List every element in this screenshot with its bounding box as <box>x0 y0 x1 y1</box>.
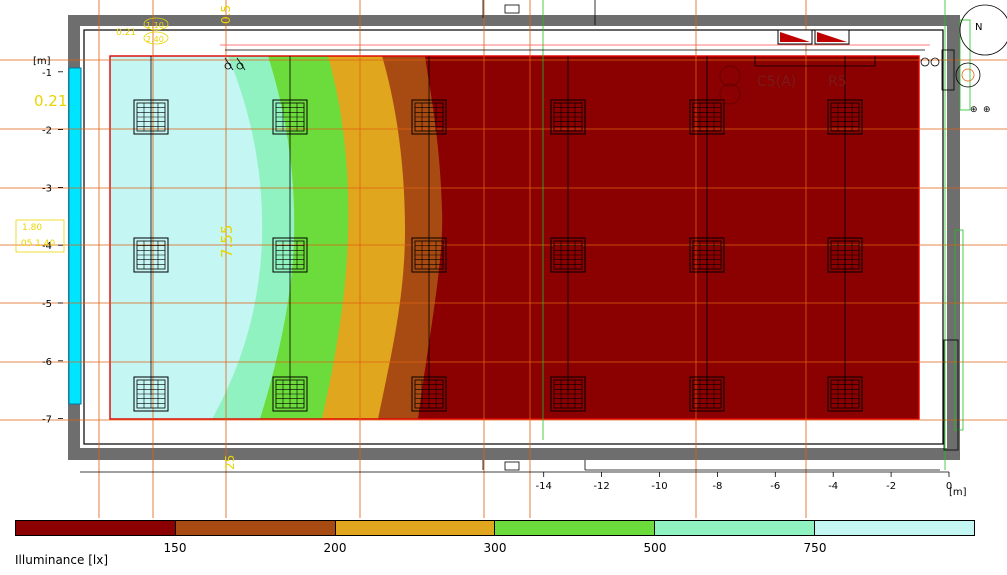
luminaire-grid <box>133 99 863 412</box>
top-markers <box>482 0 940 471</box>
y-tick-label: -4 <box>42 241 52 252</box>
x-tick-label: 0 <box>946 481 952 492</box>
luminaire <box>550 237 586 273</box>
luminaire <box>411 237 447 273</box>
small-label-c: 2.40 <box>146 35 164 44</box>
right-equipment <box>920 4 1007 451</box>
legend-band <box>495 521 656 535</box>
legend-band <box>16 521 176 535</box>
x-axis-unit: [m] <box>949 487 967 498</box>
x-tick-label: -10 <box>651 481 667 492</box>
distribution-boxes <box>719 29 876 105</box>
legend-tick-label: 150 <box>163 541 187 555</box>
luminaire <box>133 376 169 412</box>
legend-tick-label: 500 <box>643 541 667 555</box>
luminaire <box>827 376 863 412</box>
x-tick-label: -12 <box>593 481 609 492</box>
illuminance-legend <box>15 520 975 536</box>
height-label: 0.21 <box>34 92 67 110</box>
y-tick-label: -2 <box>42 126 52 137</box>
luminaire <box>550 376 586 412</box>
x-tick-label: -6 <box>770 481 780 492</box>
y-tick-label: -5 <box>42 299 52 310</box>
left-dim-box <box>15 219 65 253</box>
y-tick-label: -6 <box>42 357 52 368</box>
luminaire <box>133 237 169 273</box>
luminaire <box>272 99 308 135</box>
luminaire <box>689 99 725 135</box>
legend-tick-label: 750 <box>803 541 827 555</box>
small-label-c-ring <box>143 31 169 45</box>
small-label-b: 1.10 <box>146 21 164 30</box>
y-tick-label: -1 <box>42 68 52 79</box>
north-label: N <box>975 22 982 33</box>
svg-text:⊕: ⊕ <box>970 105 978 115</box>
luminaire <box>411 376 447 412</box>
svg-text:⊕: ⊕ <box>983 105 991 115</box>
legend-band <box>335 521 496 535</box>
luminaire <box>689 376 725 412</box>
room-outline <box>83 29 944 445</box>
zone-label-b: R5 <box>828 74 847 90</box>
legend-band <box>175 521 336 535</box>
x-tick-label: -4 <box>828 481 838 492</box>
window-left <box>68 67 82 405</box>
y-tick-label: -7 <box>42 415 52 426</box>
legend-band <box>655 521 816 535</box>
x-axis: -14 -12 -10 -8 -6 -4 -2 0 <box>80 471 952 492</box>
luminaire <box>689 237 725 273</box>
x-tick-label: -14 <box>536 481 552 492</box>
luminaire <box>827 99 863 135</box>
zone-label-a: C5(A) <box>757 74 796 90</box>
y-tick-label: -3 <box>42 183 52 194</box>
small-label-b-ring <box>143 17 169 31</box>
calc-area-border <box>109 55 920 420</box>
x-tick-label: -8 <box>712 481 722 492</box>
legend-tick-label: 200 <box>323 541 347 555</box>
zone-max <box>110 56 263 419</box>
x-tick-label: -2 <box>886 481 896 492</box>
luminaire <box>272 237 308 273</box>
left-dimension-b: .05 1.40 <box>18 239 55 249</box>
floor-plan: ⊕ ⊕ -14 -12 -10 -8 -6 -4 -2 0 -1 -2 -3 -4 -5 -6 -7 [m… <box>0 0 1007 518</box>
luminaire <box>827 237 863 273</box>
y-axis-unit: [m] <box>33 56 51 67</box>
luminaire <box>133 99 169 135</box>
right-labels: ⊕ ⊕ <box>970 105 991 115</box>
luminaire <box>550 99 586 135</box>
luminaire <box>272 376 308 412</box>
y-axis: -1 -2 -3 -4 -5 -6 -7 <box>42 68 63 426</box>
legend-tick-label: 300 <box>483 541 507 555</box>
luminaire <box>411 99 447 135</box>
switch-symbols <box>224 57 246 71</box>
left-dimension-a: 1.80 <box>22 223 42 233</box>
legend-band <box>815 521 974 535</box>
bottom-dimension-label: 25 <box>223 455 237 470</box>
top-dimension-label: 0.5 <box>219 5 233 24</box>
legend-title: Illuminance [lx] <box>15 553 108 567</box>
grid-lines-green <box>542 0 946 470</box>
center-dimension-label: 7.55 <box>218 225 236 258</box>
small-label-a: 0.21 <box>116 28 136 38</box>
